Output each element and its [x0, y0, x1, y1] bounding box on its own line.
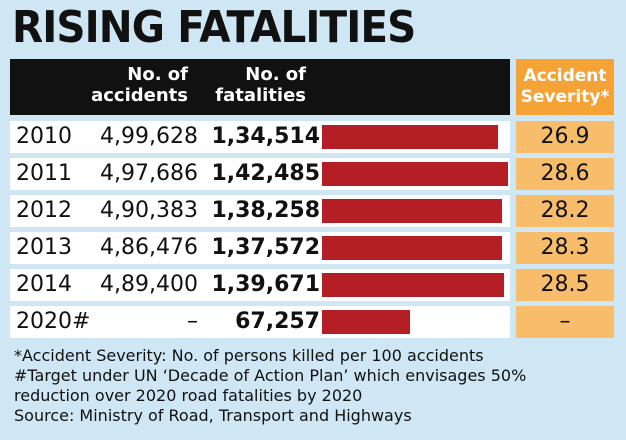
- severity-column-header: Accident Severity*: [516, 59, 614, 115]
- footnote-target-cont: reduction over 2020 road fatalities by 2…: [14, 386, 363, 405]
- year-label: 2012: [16, 198, 72, 223]
- year-label: 2011: [16, 161, 72, 186]
- accidents-header-line-1: No. of: [127, 64, 188, 85]
- accidents-value: 4,90,383: [100, 198, 198, 223]
- severity-value: –: [516, 306, 614, 338]
- fatalities-bar: [322, 199, 502, 223]
- table-row: 2010 4,99,628 1,34,514: [10, 121, 510, 153]
- severity-header-line-2: Severity*: [520, 87, 610, 107]
- severity-value: 28.5: [516, 269, 614, 301]
- fatalities-bar: [322, 162, 508, 186]
- table-row: 2013 4,86,476 1,37,572: [10, 232, 510, 264]
- year-label: 2010: [16, 124, 72, 149]
- table-header: No. of accidents No. of fatalities: [10, 59, 510, 115]
- fatalities-value: 1,39,671: [211, 272, 320, 297]
- fatalities-column-header: No. of fatalities: [215, 64, 306, 106]
- fatalities-value: 1,42,485: [211, 161, 320, 186]
- table-row: 2012 4,90,383 1,38,258: [10, 195, 510, 227]
- fatalities-bar: [322, 236, 502, 260]
- fatalities-bar: [322, 273, 504, 297]
- year-label: 2013: [16, 235, 72, 260]
- footnote-severity: *Accident Severity: No. of persons kille…: [14, 346, 484, 365]
- severity-header-line-1: Accident: [523, 66, 607, 86]
- year-label: 2020#: [16, 309, 91, 334]
- source-note: Source: Ministry of Road, Transport and …: [14, 406, 412, 425]
- fatalities-header-line-2: fatalities: [215, 85, 306, 106]
- fatalities-value: 1,38,258: [211, 198, 320, 223]
- year-label: 2014: [16, 272, 72, 297]
- table-row: 2020# – 67,257: [10, 306, 510, 338]
- accidents-value: 4,97,686: [100, 161, 198, 186]
- table-row: 2011 4,97,686 1,42,485: [10, 158, 510, 190]
- footnote-target: #Target under UN ‘Decade of Action Plan’…: [14, 366, 527, 385]
- fatalities-bar: [322, 310, 410, 334]
- footnotes: *Accident Severity: No. of persons kille…: [14, 346, 526, 426]
- fatalities-value: 67,257: [235, 309, 320, 334]
- severity-value: 28.3: [516, 232, 614, 264]
- chart-title: RISING FATALITIES: [12, 2, 416, 53]
- accidents-header-line-2: accidents: [91, 85, 188, 106]
- accidents-column-header: No. of accidents: [91, 64, 188, 106]
- severity-value: 26.9: [516, 121, 614, 153]
- accidents-value: 4,89,400: [100, 272, 198, 297]
- fatalities-value: 1,37,572: [211, 235, 320, 260]
- accidents-value: 4,99,628: [100, 124, 198, 149]
- accidents-value: 4,86,476: [100, 235, 198, 260]
- fatalities-bar: [322, 125, 498, 149]
- severity-value: 28.2: [516, 195, 614, 227]
- accidents-value: –: [187, 309, 198, 334]
- fatalities-header-line-1: No. of: [245, 64, 306, 85]
- table-row: 2014 4,89,400 1,39,671: [10, 269, 510, 301]
- severity-value: 28.6: [516, 158, 614, 190]
- fatalities-value: 1,34,514: [211, 124, 320, 149]
